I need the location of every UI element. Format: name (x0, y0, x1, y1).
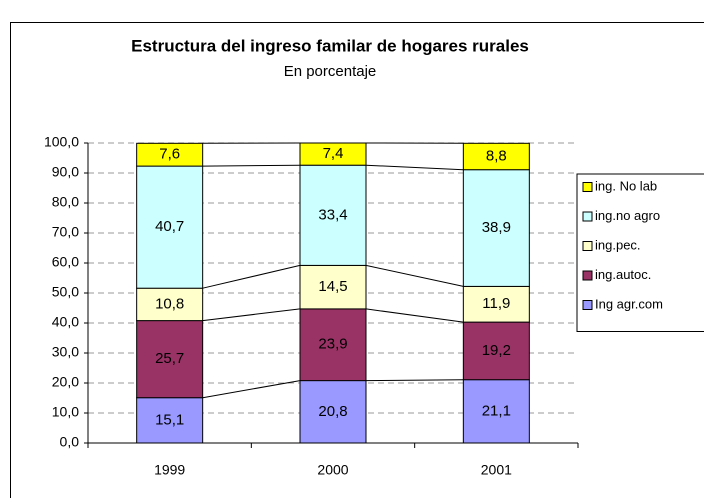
value-label: 33,4 (318, 206, 347, 223)
value-label: 11,9 (482, 295, 510, 312)
bar-segment (462, 321, 530, 381)
series-line (365, 264, 464, 287)
bar-segment (136, 142, 204, 167)
chart-subtitle: En porcentaje (284, 63, 377, 80)
bar-segment (136, 287, 204, 322)
y-tick-label: 70,0 (52, 224, 79, 240)
bar-segment (462, 142, 530, 171)
value-label: 20,8 (318, 403, 347, 420)
x-tick-label: 2000 (317, 462, 348, 478)
value-label: 8,8 (486, 147, 507, 164)
chart-title: Estructura del ingreso familar de hogare… (131, 36, 529, 55)
legend-label: ing.autoc. (595, 267, 651, 282)
legend-label: ing. No lab (595, 178, 657, 193)
y-tick-label: 90,0 (52, 164, 79, 180)
legend-swatch (582, 300, 593, 310)
bar-segment (462, 285, 530, 323)
series-line (365, 308, 464, 323)
legend-swatch (582, 270, 593, 281)
legend-swatch (582, 211, 593, 222)
y-tick-label: 100,0 (44, 134, 79, 150)
y-tick-label: 80,0 (52, 194, 79, 210)
bar-segment (462, 169, 530, 287)
legend-label: ing.no agro (595, 208, 660, 223)
value-label: 25,7 (155, 350, 184, 367)
x-tick-label: 1999 (154, 462, 185, 478)
legend-label: Ing agr.com (595, 296, 663, 311)
bar-segment (299, 142, 367, 166)
y-tick-label: 10,0 (52, 404, 79, 420)
bar-segment (299, 264, 367, 310)
series-line (365, 164, 464, 171)
legend-box (576, 173, 704, 332)
y-tick-label: 20,0 (52, 374, 79, 390)
y-tick-label: 50,0 (52, 284, 79, 300)
value-label: 19,2 (482, 342, 511, 359)
bar-segment (136, 320, 204, 399)
y-tick-label: 40,0 (52, 314, 79, 330)
series-line (202, 264, 301, 289)
value-label: 21,1 (482, 402, 511, 419)
series-line (202, 164, 301, 167)
bar-segment (462, 379, 530, 444)
series-line (202, 380, 301, 399)
value-label: 23,9 (318, 336, 347, 353)
bar-segment (299, 380, 367, 444)
x-tick-label: 2001 (481, 462, 512, 478)
series-line (365, 379, 464, 382)
value-label: 40,7 (155, 218, 184, 235)
bar-segment (299, 308, 367, 382)
y-tick-label: 60,0 (52, 254, 79, 270)
y-tick-label: 0,0 (60, 434, 80, 450)
legend-swatch (582, 241, 593, 251)
value-label: 15,1 (155, 411, 184, 428)
legend-label: ing.pec. (595, 237, 641, 252)
legend-swatch (582, 182, 593, 192)
value-label: 14,5 (318, 278, 347, 295)
value-label: 10,8 (155, 295, 184, 312)
y-tick-label: 30,0 (52, 344, 79, 360)
value-label: 7,4 (323, 145, 344, 162)
value-label: 38,9 (482, 219, 511, 236)
series-line (202, 308, 301, 322)
value-label: 7,6 (159, 146, 180, 163)
bar-segment (136, 397, 204, 444)
